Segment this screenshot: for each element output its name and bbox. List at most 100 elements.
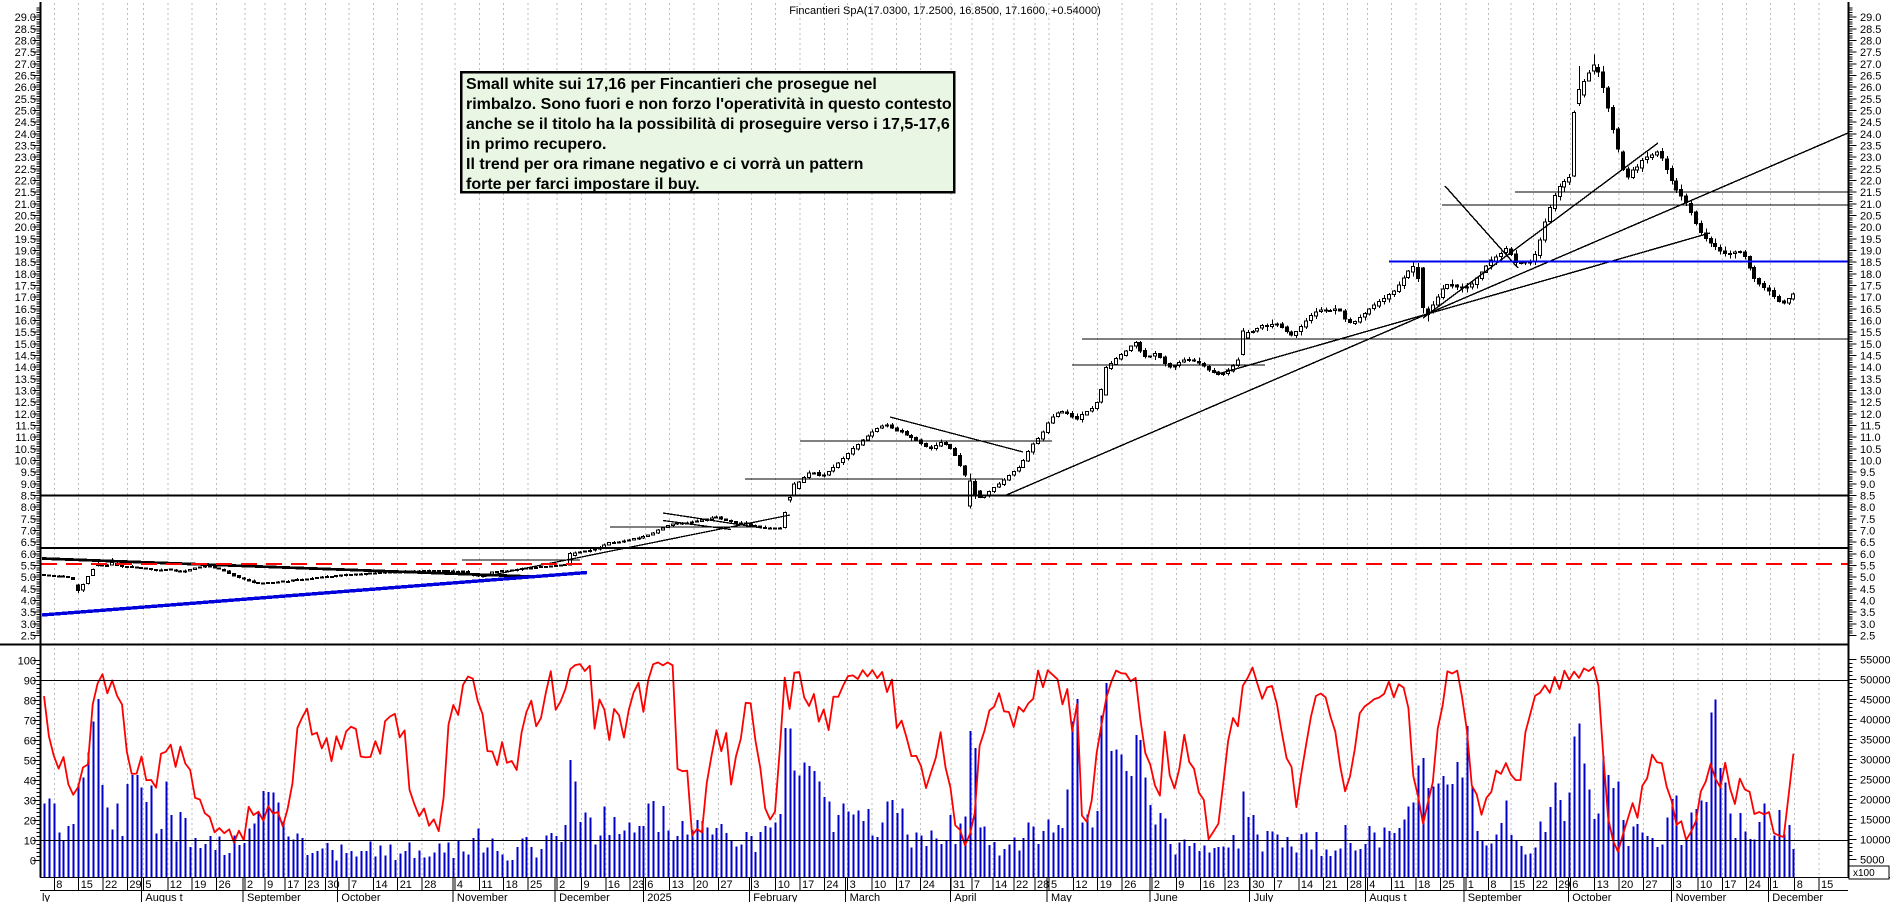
svg-text:7: 7 xyxy=(1277,879,1283,891)
svg-text:5: 5 xyxy=(145,879,151,891)
svg-text:15.5: 15.5 xyxy=(15,327,36,339)
svg-text:3.0: 3.0 xyxy=(1860,619,1875,631)
svg-text:16.5: 16.5 xyxy=(1860,304,1881,316)
svg-text:19: 19 xyxy=(1100,879,1112,891)
svg-text:10: 10 xyxy=(1700,879,1712,891)
svg-text:16.0: 16.0 xyxy=(1860,316,1881,328)
svg-text:7.0: 7.0 xyxy=(1860,526,1875,538)
svg-text:8: 8 xyxy=(56,879,62,891)
svg-text:October: October xyxy=(1572,892,1611,902)
svg-text:21.0: 21.0 xyxy=(15,199,36,211)
svg-text:20.0: 20.0 xyxy=(15,222,36,234)
svg-text:6.5: 6.5 xyxy=(21,537,36,549)
svg-text:20.5: 20.5 xyxy=(1860,211,1881,223)
svg-text:July: July xyxy=(1254,892,1274,902)
svg-text:70: 70 xyxy=(24,715,36,727)
svg-text:9.5: 9.5 xyxy=(1860,467,1875,479)
svg-text:18.5: 18.5 xyxy=(1860,257,1881,269)
svg-text:13.0: 13.0 xyxy=(15,386,36,398)
svg-text:24: 24 xyxy=(1749,879,1761,891)
svg-text:90: 90 xyxy=(24,675,36,687)
svg-text:2025: 2025 xyxy=(647,892,671,902)
svg-text:21.0: 21.0 xyxy=(1860,199,1881,211)
svg-text:45000: 45000 xyxy=(1860,695,1890,707)
svg-text:15.0: 15.0 xyxy=(15,339,36,351)
svg-text:17.0: 17.0 xyxy=(15,292,36,304)
svg-text:14.5: 14.5 xyxy=(15,351,36,363)
svg-text:14.0: 14.0 xyxy=(15,362,36,374)
svg-text:1: 1 xyxy=(1468,879,1474,891)
svg-text:80: 80 xyxy=(24,695,36,707)
svg-text:11.5: 11.5 xyxy=(15,421,36,433)
svg-text:20: 20 xyxy=(24,815,36,827)
svg-text:18: 18 xyxy=(1418,879,1430,891)
svg-text:10: 10 xyxy=(778,879,790,891)
svg-text:22: 22 xyxy=(1536,879,1548,891)
svg-text:16.5: 16.5 xyxy=(15,304,36,316)
svg-text:20.0: 20.0 xyxy=(1860,222,1881,234)
svg-text:2: 2 xyxy=(1154,879,1160,891)
svg-text:24: 24 xyxy=(923,879,935,891)
svg-text:Small white sui 17,16 per Finc: Small white sui 17,16 per Fincantieri ch… xyxy=(466,76,877,93)
svg-text:17: 17 xyxy=(287,879,299,891)
svg-text:24.5: 24.5 xyxy=(1860,117,1881,129)
svg-text:23: 23 xyxy=(632,879,644,891)
svg-text:June: June xyxy=(1154,892,1178,902)
svg-text:5.0: 5.0 xyxy=(21,572,36,584)
svg-text:4.0: 4.0 xyxy=(21,596,36,608)
svg-text:2.5: 2.5 xyxy=(21,631,36,643)
svg-text:9: 9 xyxy=(267,879,273,891)
svg-text:8: 8 xyxy=(1797,879,1803,891)
svg-text:28.5: 28.5 xyxy=(1860,24,1881,36)
svg-text:22.5: 22.5 xyxy=(1860,164,1881,176)
svg-text:5.0: 5.0 xyxy=(1860,572,1875,584)
svg-text:21: 21 xyxy=(400,879,412,891)
svg-text:15: 15 xyxy=(1821,879,1833,891)
svg-text:26: 26 xyxy=(1124,879,1136,891)
svg-text:15: 15 xyxy=(81,879,93,891)
svg-text:17: 17 xyxy=(1724,879,1736,891)
svg-text:24.0: 24.0 xyxy=(1860,129,1881,141)
svg-text:18: 18 xyxy=(506,879,518,891)
svg-text:3: 3 xyxy=(753,879,759,891)
svg-text:3: 3 xyxy=(1676,879,1682,891)
svg-text:rimbalzo. Sono fuori e non for: rimbalzo. Sono fuori e non forzo l'opera… xyxy=(466,96,952,113)
svg-text:22.0: 22.0 xyxy=(1860,176,1881,188)
svg-text:27: 27 xyxy=(720,879,732,891)
svg-text:7.5: 7.5 xyxy=(1860,514,1875,526)
svg-text:14: 14 xyxy=(995,879,1007,891)
svg-text:ly: ly xyxy=(42,892,50,902)
svg-text:7: 7 xyxy=(974,879,980,891)
svg-text:20.5: 20.5 xyxy=(15,211,36,223)
svg-text:6.0: 6.0 xyxy=(1860,549,1875,561)
svg-text:4.0: 4.0 xyxy=(1860,596,1875,608)
svg-text:23: 23 xyxy=(307,879,319,891)
svg-text:29.0: 29.0 xyxy=(15,12,36,24)
svg-text:28: 28 xyxy=(1350,879,1362,891)
svg-text:2: 2 xyxy=(559,879,565,891)
svg-text:55000: 55000 xyxy=(1860,655,1890,667)
svg-text:23: 23 xyxy=(1227,879,1239,891)
svg-text:13: 13 xyxy=(1597,879,1609,891)
svg-text:26.0: 26.0 xyxy=(15,82,36,94)
svg-text:19.0: 19.0 xyxy=(1860,246,1881,258)
svg-text:14.5: 14.5 xyxy=(1860,351,1881,363)
svg-text:12.0: 12.0 xyxy=(15,409,36,421)
svg-text:4: 4 xyxy=(1369,879,1375,891)
svg-text:28.0: 28.0 xyxy=(1860,36,1881,48)
svg-text:5.5: 5.5 xyxy=(21,561,36,573)
svg-text:25.0: 25.0 xyxy=(15,106,36,118)
svg-text:28.0: 28.0 xyxy=(15,36,36,48)
svg-text:3.5: 3.5 xyxy=(21,607,36,619)
svg-text:26.5: 26.5 xyxy=(15,71,36,83)
svg-text:50000: 50000 xyxy=(1860,675,1890,687)
svg-text:23.5: 23.5 xyxy=(15,141,36,153)
svg-text:3.0: 3.0 xyxy=(21,619,36,631)
svg-text:4.5: 4.5 xyxy=(21,584,36,596)
svg-text:9.0: 9.0 xyxy=(1860,479,1875,491)
svg-text:19: 19 xyxy=(194,879,206,891)
svg-text:4.5: 4.5 xyxy=(1860,584,1875,596)
svg-text:16: 16 xyxy=(1203,879,1215,891)
svg-text:7.5: 7.5 xyxy=(21,514,36,526)
svg-text:23.5: 23.5 xyxy=(1860,141,1881,153)
